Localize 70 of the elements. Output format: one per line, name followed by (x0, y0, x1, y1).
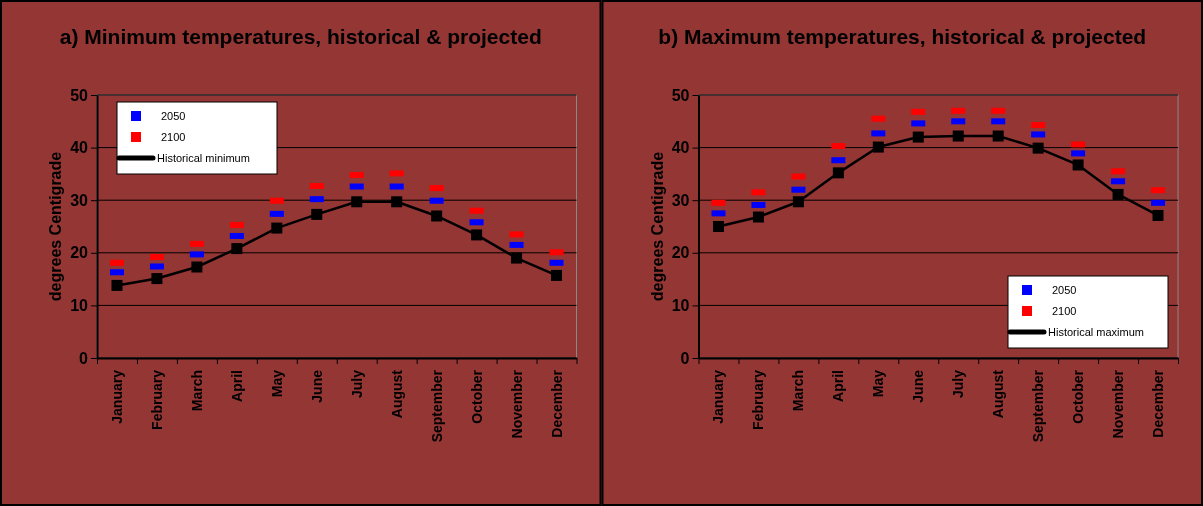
x-tick-label: June (308, 369, 325, 403)
point (351, 196, 363, 208)
chart-title: a) Minimum temperatures, historical & projected (59, 25, 542, 48)
legend-label: 2050 (161, 110, 186, 122)
legend-label: 2100 (1052, 305, 1077, 317)
legend-label: 2100 (161, 131, 186, 143)
x-tick-label: May (268, 369, 285, 398)
x-tick-label: January (108, 369, 125, 424)
y-tick-label: 40 (70, 139, 89, 157)
x-tick-label: October (1070, 369, 1087, 424)
x-tick-label: April (830, 370, 847, 402)
y-tick-label: 10 (70, 297, 89, 315)
y-tick-label: 20 (70, 244, 89, 262)
point (872, 141, 884, 153)
x-tick-label: September (428, 369, 445, 443)
point (431, 210, 443, 222)
point (191, 261, 203, 273)
y-tick-label: 0 (79, 349, 89, 367)
point (471, 229, 483, 241)
x-tick-label: November (1110, 369, 1127, 439)
point (271, 222, 283, 234)
point (792, 196, 804, 208)
point (952, 130, 964, 142)
x-tick-label: April (228, 370, 245, 402)
point (231, 243, 243, 255)
point (111, 279, 123, 291)
y-tick-label: 50 (70, 86, 89, 104)
x-tick-label: November (508, 369, 525, 439)
point (832, 167, 844, 179)
point (1112, 188, 1124, 200)
x-tick-label: July (950, 369, 967, 399)
x-tick-label: May (870, 369, 887, 398)
point (992, 130, 1004, 142)
y-tick-label: 0 (680, 349, 690, 367)
point (1032, 142, 1044, 154)
y-tick-label: 40 (671, 139, 690, 157)
x-tick-label: March (188, 370, 205, 412)
x-tick-label: February (750, 369, 767, 430)
point (912, 131, 924, 143)
y-tick-label: 30 (70, 191, 89, 209)
x-tick-label: February (148, 369, 165, 430)
y-tick-label: 50 (671, 86, 690, 104)
point (151, 273, 163, 285)
point (391, 196, 403, 208)
legend-label: 2050 (1052, 284, 1077, 296)
chart-title: b) Maximum temperatures, historical & projected (658, 25, 1147, 48)
point (752, 211, 764, 223)
y-tick-label: 10 (671, 297, 690, 315)
point (1072, 159, 1084, 171)
x-tick-label: August (388, 369, 405, 419)
point (712, 221, 724, 232)
y-tick-label: 30 (671, 191, 690, 209)
legend-label: Historical minimum (157, 152, 250, 164)
legend-label: Historical maximum (1048, 326, 1144, 338)
x-tick-label: September (1030, 369, 1047, 443)
x-tick-label: January (710, 369, 727, 424)
x-tick-label: June (910, 369, 927, 403)
y-axis-title: degrees Centigrade (648, 151, 666, 302)
point (511, 252, 523, 264)
x-tick-label: March (790, 370, 807, 412)
point (551, 269, 563, 281)
y-axis-title: degrees Centigrade (47, 151, 64, 302)
x-tick-label: July (348, 369, 365, 399)
x-tick-label: December (1150, 369, 1167, 438)
x-tick-label: December (548, 369, 565, 438)
point (311, 208, 323, 220)
point (1152, 209, 1164, 221)
y-tick-label: 20 (671, 244, 690, 262)
x-tick-label: October (468, 369, 485, 424)
x-tick-label: August (990, 369, 1007, 419)
